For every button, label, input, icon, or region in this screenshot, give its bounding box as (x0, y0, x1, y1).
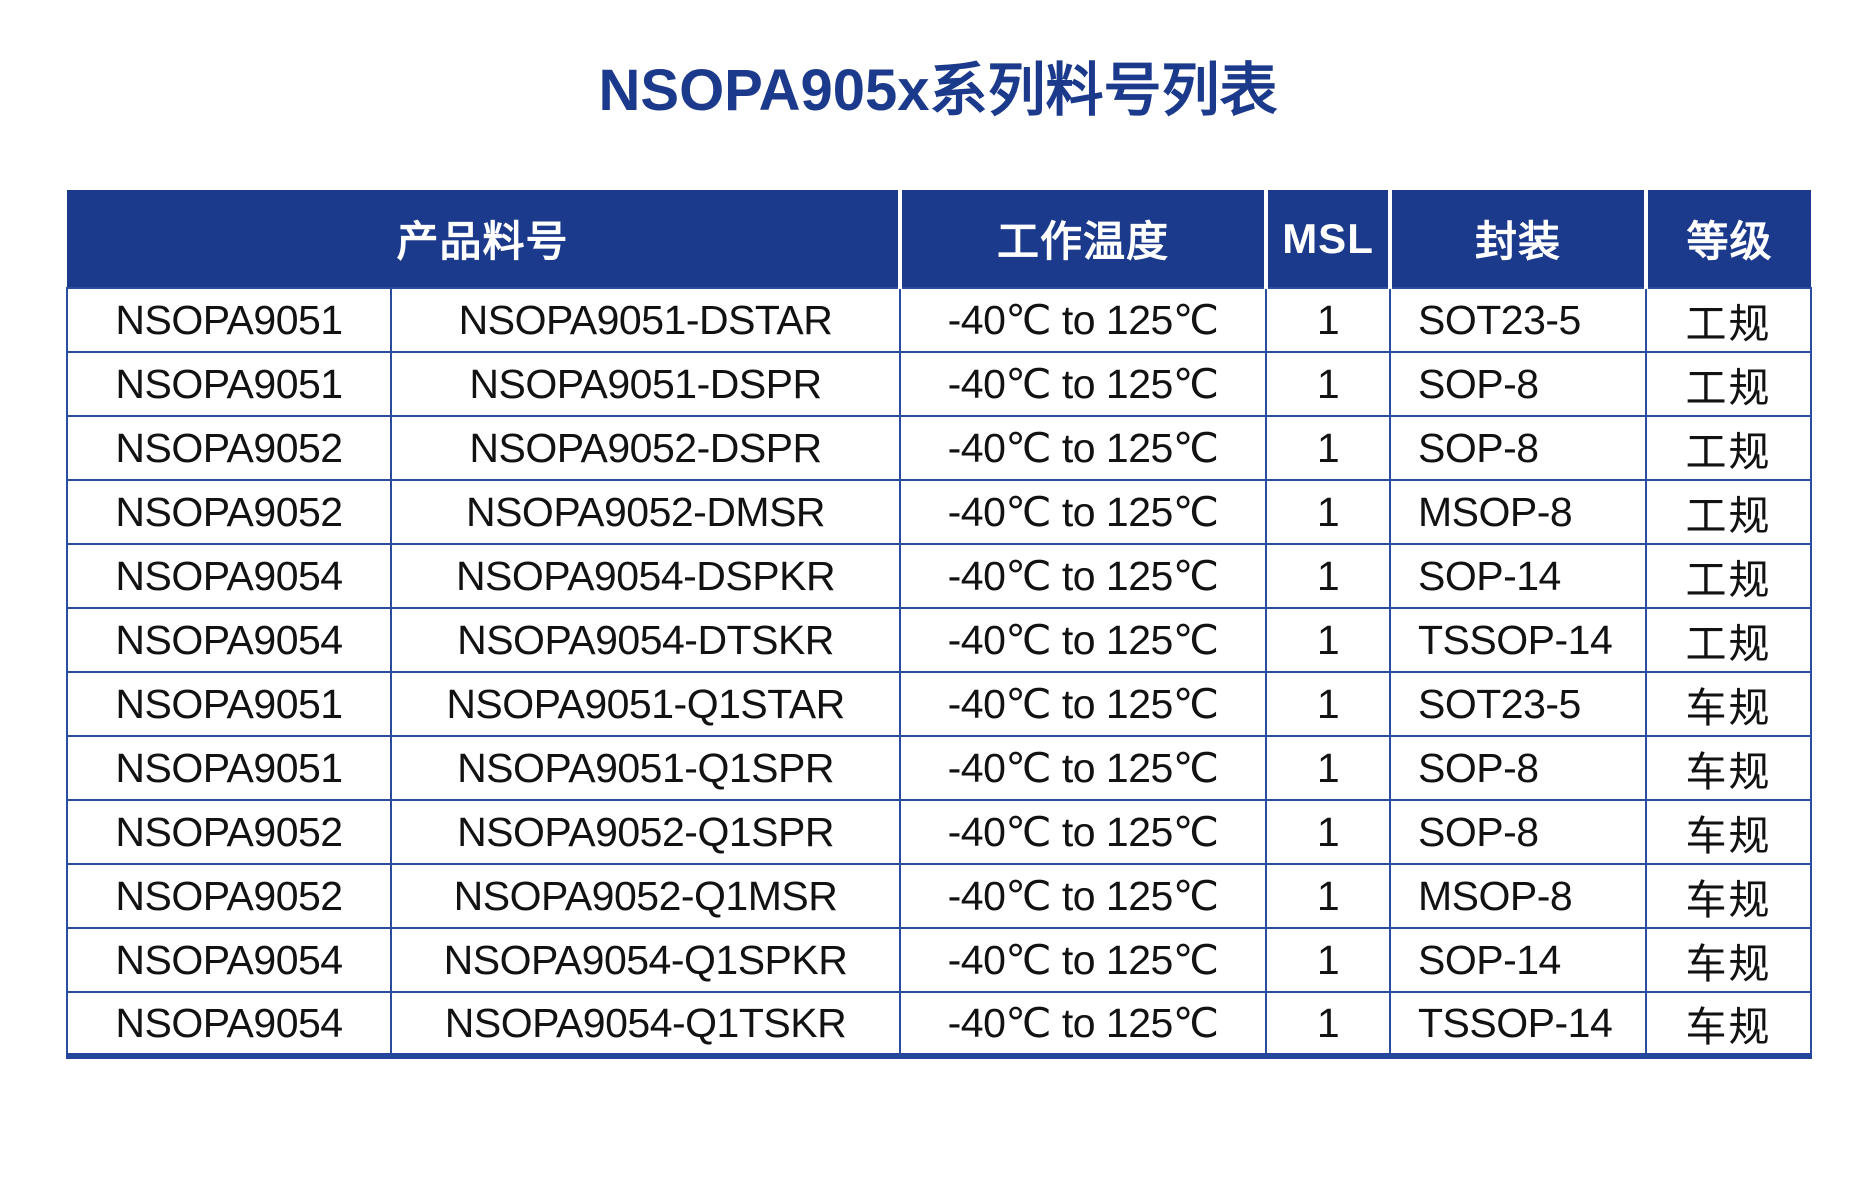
cell-msl: 1 (1265, 415, 1392, 481)
cell-msl: 1 (1265, 863, 1392, 929)
cell-series: NSOPA9051 (66, 735, 392, 801)
cell-package: SOP-14 (1389, 927, 1648, 993)
cell-msl: 1 (1265, 927, 1392, 993)
cell-temp: -40℃ to 125℃ (899, 991, 1268, 1059)
cell-temp: -40℃ to 125℃ (899, 287, 1268, 353)
table-row: NSOPA9052 NSOPA9052-DSPR -40℃ to 125℃ 1 … (66, 415, 1813, 481)
cell-grade: 车规 (1645, 927, 1813, 993)
cell-grade: 车规 (1645, 735, 1813, 801)
cell-package: TSSOP-14 (1389, 991, 1648, 1059)
cell-series: NSOPA9052 (66, 799, 392, 865)
cell-series: NSOPA9052 (66, 415, 392, 481)
cell-msl: 1 (1265, 351, 1392, 417)
cell-msl: 1 (1265, 671, 1392, 737)
cell-series: NSOPA9051 (66, 287, 392, 353)
cell-package: SOP-8 (1389, 351, 1648, 417)
cell-temp: -40℃ to 125℃ (899, 351, 1268, 417)
cell-package: SOT23-5 (1389, 287, 1648, 353)
cell-series: NSOPA9054 (66, 991, 392, 1059)
header-package: 封装 (1390, 190, 1649, 288)
table-row: NSOPA9051 NSOPA9051-DSPR -40℃ to 125℃ 1 … (66, 351, 1813, 417)
cell-part-number: NSOPA9054-DTSKR (389, 607, 902, 673)
header-grade: 等级 (1646, 190, 1812, 288)
cell-grade: 工规 (1645, 479, 1813, 545)
cell-package: SOP-8 (1389, 799, 1648, 865)
table-row: NSOPA9054 NSOPA9054-DSPKR -40℃ to 125℃ 1… (66, 543, 1813, 609)
table-row: NSOPA9051 NSOPA9051-Q1STAR -40℃ to 125℃ … (66, 671, 1813, 737)
cell-series: NSOPA9051 (66, 351, 392, 417)
cell-package: MSOP-8 (1389, 479, 1648, 545)
cell-temp: -40℃ to 125℃ (899, 927, 1268, 993)
cell-package: SOP-14 (1389, 543, 1648, 609)
cell-series: NSOPA9052 (66, 863, 392, 929)
header-product: 产品料号 (67, 190, 903, 288)
page-title: NSOPA905x系列料号列表 (598, 58, 1278, 123)
table-header-row: 产品料号 工作温度 MSL 封装 等级 (67, 190, 1812, 288)
cell-temp: -40℃ to 125℃ (899, 543, 1268, 609)
cell-msl: 1 (1265, 607, 1392, 673)
cell-part-number: NSOPA9052-Q1SPR (389, 799, 902, 865)
cell-part-number: NSOPA9051-DSTAR (389, 287, 902, 353)
table-row: NSOPA9052 NSOPA9052-Q1MSR -40℃ to 125℃ 1… (66, 863, 1813, 929)
cell-grade: 工规 (1645, 287, 1813, 353)
cell-series: NSOPA9051 (66, 671, 392, 737)
cell-series: NSOPA9054 (66, 607, 392, 673)
cell-msl: 1 (1265, 991, 1392, 1059)
cell-part-number: NSOPA9052-DSPR (389, 415, 902, 481)
cell-part-number: NSOPA9051-Q1STAR (389, 671, 902, 737)
cell-temp: -40℃ to 125℃ (899, 799, 1268, 865)
cell-msl: 1 (1265, 287, 1392, 353)
cell-package: SOP-8 (1389, 415, 1648, 481)
part-number-table: 产品料号 工作温度 MSL 封装 等级 NSOPA9051 NSOPA9051-… (66, 190, 1813, 1059)
cell-package: SOT23-5 (1389, 671, 1648, 737)
cell-msl: 1 (1265, 735, 1392, 801)
table-row: NSOPA9051 NSOPA9051-DSTAR -40℃ to 125℃ 1… (66, 287, 1813, 353)
cell-part-number: NSOPA9054-Q1TSKR (389, 991, 902, 1059)
cell-grade: 车规 (1645, 991, 1813, 1059)
cell-temp: -40℃ to 125℃ (899, 479, 1268, 545)
cell-package: SOP-8 (1389, 735, 1648, 801)
cell-temp: -40℃ to 125℃ (899, 863, 1268, 929)
cell-series: NSOPA9052 (66, 479, 392, 545)
table-row: NSOPA9054 NSOPA9054-Q1SPKR -40℃ to 125℃ … (66, 927, 1813, 993)
table-row: NSOPA9054 NSOPA9054-Q1TSKR -40℃ to 125℃ … (66, 991, 1813, 1059)
table-row: NSOPA9051 NSOPA9051-Q1SPR -40℃ to 125℃ 1… (66, 735, 1813, 801)
cell-temp: -40℃ to 125℃ (899, 671, 1268, 737)
cell-grade: 车规 (1645, 799, 1813, 865)
cell-grade: 车规 (1645, 863, 1813, 929)
cell-msl: 1 (1265, 543, 1392, 609)
cell-temp: -40℃ to 125℃ (899, 607, 1268, 673)
cell-temp: -40℃ to 125℃ (899, 415, 1268, 481)
cell-msl: 1 (1265, 799, 1392, 865)
cell-part-number: NSOPA9052-DMSR (389, 479, 902, 545)
table-row: NSOPA9052 NSOPA9052-Q1SPR -40℃ to 125℃ 1… (66, 799, 1813, 865)
header-msl: MSL (1266, 190, 1393, 288)
table-row: NSOPA9054 NSOPA9054-DTSKR -40℃ to 125℃ 1… (66, 607, 1813, 673)
cell-package: MSOP-8 (1389, 863, 1648, 929)
table-row: NSOPA9052 NSOPA9052-DMSR -40℃ to 125℃ 1 … (66, 479, 1813, 545)
cell-part-number: NSOPA9051-DSPR (389, 351, 902, 417)
cell-grade: 车规 (1645, 671, 1813, 737)
cell-package: TSSOP-14 (1389, 607, 1648, 673)
cell-part-number: NSOPA9054-DSPKR (389, 543, 902, 609)
cell-grade: 工规 (1645, 415, 1813, 481)
cell-msl: 1 (1265, 479, 1392, 545)
cell-series: NSOPA9054 (66, 927, 392, 993)
cell-part-number: NSOPA9051-Q1SPR (389, 735, 902, 801)
cell-grade: 工规 (1645, 351, 1813, 417)
cell-temp: -40℃ to 125℃ (899, 735, 1268, 801)
cell-grade: 工规 (1645, 607, 1813, 673)
header-temp: 工作温度 (900, 190, 1269, 288)
cell-grade: 工规 (1645, 543, 1813, 609)
cell-part-number: NSOPA9052-Q1MSR (389, 863, 902, 929)
cell-series: NSOPA9054 (66, 543, 392, 609)
cell-part-number: NSOPA9054-Q1SPKR (389, 927, 902, 993)
